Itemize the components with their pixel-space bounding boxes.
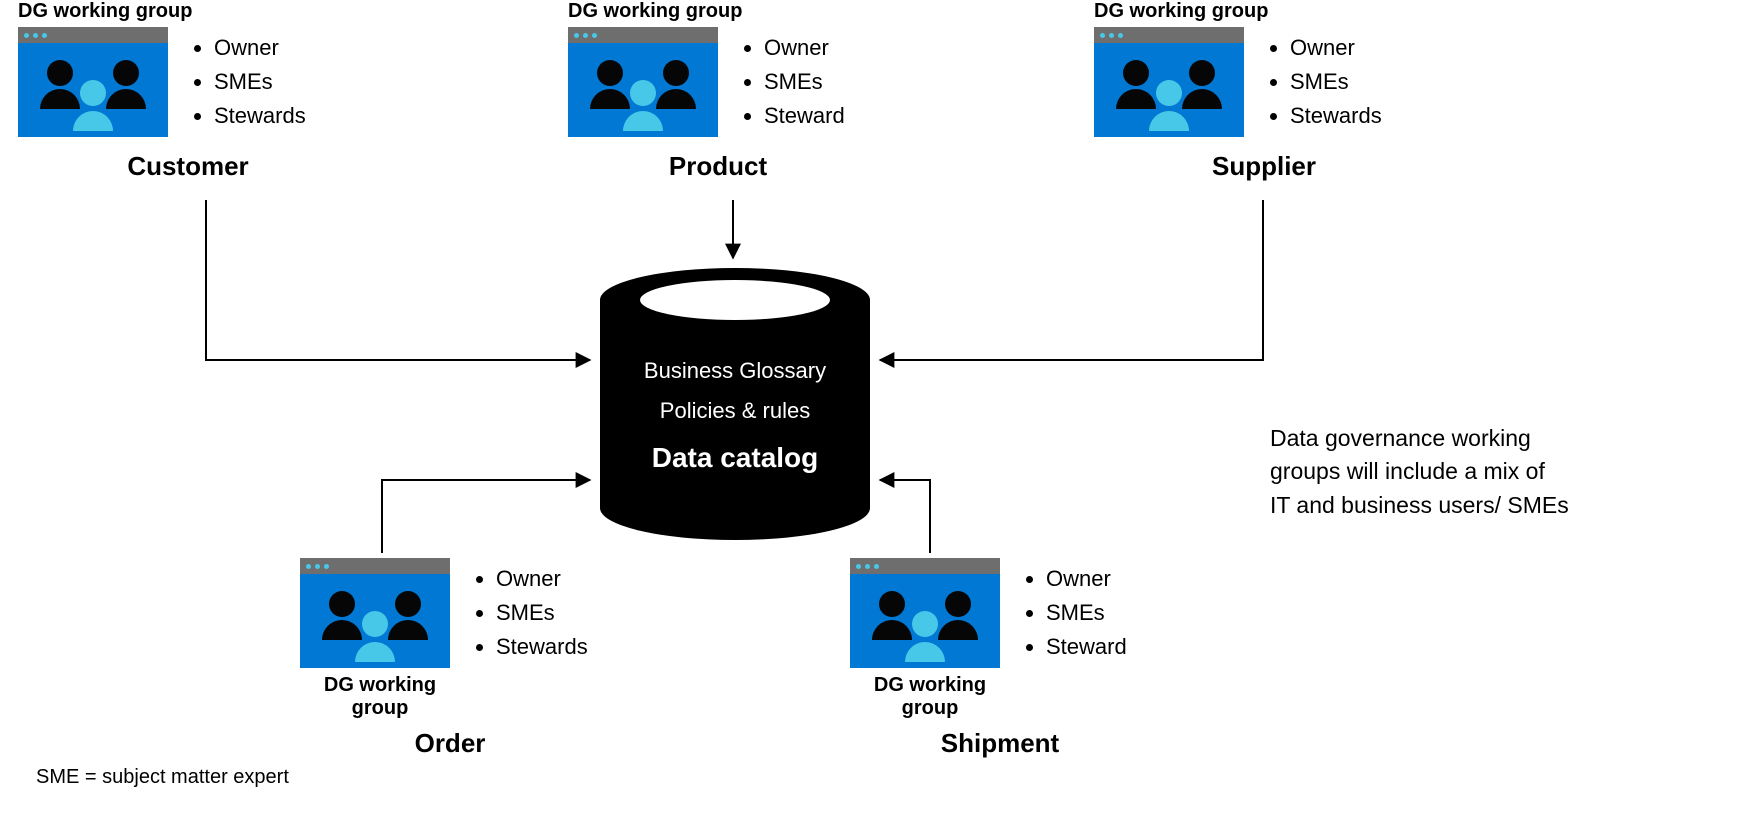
group-title: Product [568, 151, 868, 182]
bullet-item: Owner [1046, 562, 1127, 596]
group-header: DG working group [18, 0, 358, 23]
working-group-card [18, 27, 168, 137]
working-group-card [850, 558, 1000, 668]
bullet-item: Owner [764, 31, 845, 65]
group-supplier: DG working group Owner SMEs Stewards Sup… [1094, 0, 1434, 182]
group-shipment: Owner SMEs Steward DG working group Ship… [850, 558, 1150, 759]
group-title: Order [300, 728, 600, 759]
role-bullets: Owner SMEs Stewards [474, 562, 588, 664]
card-titlebar [300, 558, 450, 574]
connector-shipment [880, 480, 930, 553]
people-icon [568, 49, 718, 137]
bullet-item: Stewards [496, 630, 588, 664]
role-bullets: Owner SMEs Steward [1024, 562, 1127, 664]
group-title: Customer [18, 151, 358, 182]
bullet-item: Stewards [1290, 99, 1382, 133]
bullet-item: Owner [214, 31, 306, 65]
role-bullets: Owner SMEs Stewards [192, 31, 306, 133]
role-bullets: Owner SMEs Stewards [1268, 31, 1382, 133]
working-group-card [1094, 27, 1244, 137]
bullet-item: SMEs [214, 65, 306, 99]
bullet-item: SMEs [496, 596, 588, 630]
people-icon [1094, 49, 1244, 137]
card-titlebar [1094, 27, 1244, 43]
connector-order [382, 480, 590, 553]
card-titlebar [568, 27, 718, 43]
group-header: DG working group [850, 674, 1010, 720]
group-customer: DG working group Owner SMEs Stewards Cus… [18, 0, 358, 182]
card-titlebar [850, 558, 1000, 574]
bullet-item: Owner [496, 562, 588, 596]
bullet-item: SMEs [1290, 65, 1382, 99]
group-header: DG working group [568, 0, 868, 23]
bullet-item: SMEs [1046, 596, 1127, 630]
bullet-item: Stewards [214, 99, 306, 133]
role-bullets: Owner SMEs Steward [742, 31, 845, 133]
group-title: Supplier [1094, 151, 1434, 182]
working-group-card [300, 558, 450, 668]
governance-note: Data governance working groups will incl… [1270, 422, 1570, 522]
group-product: DG working group Owner SMEs Steward Prod… [568, 0, 868, 182]
bullet-item: SMEs [764, 65, 845, 99]
footnote: SME = subject matter expert [36, 766, 289, 789]
group-header: DG working group [300, 674, 460, 720]
bullet-item: Steward [1046, 630, 1127, 664]
people-icon [850, 580, 1000, 668]
people-icon [300, 580, 450, 668]
catalog-line-title: Data catalog [600, 442, 870, 474]
connector-customer [206, 200, 590, 360]
data-catalog-labels: Business Glossary Policies & rules Data … [600, 358, 870, 474]
bullet-item: Owner [1290, 31, 1382, 65]
group-title: Shipment [850, 728, 1150, 759]
bullet-item: Steward [764, 99, 845, 133]
people-icon [18, 49, 168, 137]
group-order: Owner SMEs Stewards DG working group Ord… [300, 558, 600, 759]
card-titlebar [18, 27, 168, 43]
connector-supplier [880, 200, 1263, 360]
group-header: DG working group [1094, 0, 1434, 23]
catalog-line-glossary: Business Glossary [600, 358, 870, 384]
catalog-line-policies: Policies & rules [600, 398, 870, 424]
working-group-card [568, 27, 718, 137]
